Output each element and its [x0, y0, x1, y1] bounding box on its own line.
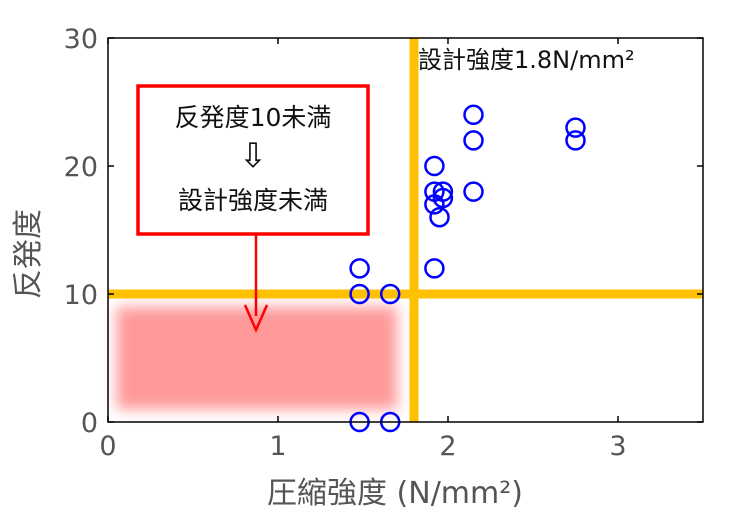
annotation-line2: 設計強度未満	[178, 186, 328, 215]
data-point	[424, 155, 445, 177]
y-tick-label: 20	[64, 152, 98, 183]
pointer-arrow-head	[243, 304, 269, 334]
data-point	[424, 258, 445, 279]
data-point	[432, 187, 454, 209]
x-tick-label: 1	[269, 431, 286, 462]
annotation-line1: 反発度10未満	[175, 103, 332, 132]
x-tick-label: 3	[609, 431, 626, 462]
y-tick-label: 10	[64, 280, 98, 311]
data-point	[379, 283, 401, 305]
data-point	[565, 130, 586, 151]
x-tick-label: 0	[99, 431, 116, 462]
highlight-region	[116, 306, 397, 410]
data-point	[463, 181, 484, 202]
data-point	[429, 206, 450, 228]
data-point	[463, 130, 484, 151]
design-strength-label: 設計強度1.8N/mm²	[418, 46, 635, 74]
plot-frame	[107, 37, 704, 423]
y-axis-label: 反発度	[11, 209, 46, 299]
annotation-box	[136, 84, 370, 236]
data-point	[349, 283, 370, 305]
annotation-arrow-icon: ⇩	[239, 136, 268, 176]
data-point	[565, 117, 586, 138]
y-tick-label: 30	[64, 24, 98, 55]
data-point	[463, 104, 484, 126]
data-point	[349, 258, 370, 279]
y-tick-label: 0	[81, 408, 98, 439]
x-tick-label: 2	[439, 431, 456, 462]
x-axis-label: 圧縮強度 (N/mm²)	[267, 476, 523, 511]
data-point	[432, 181, 454, 202]
